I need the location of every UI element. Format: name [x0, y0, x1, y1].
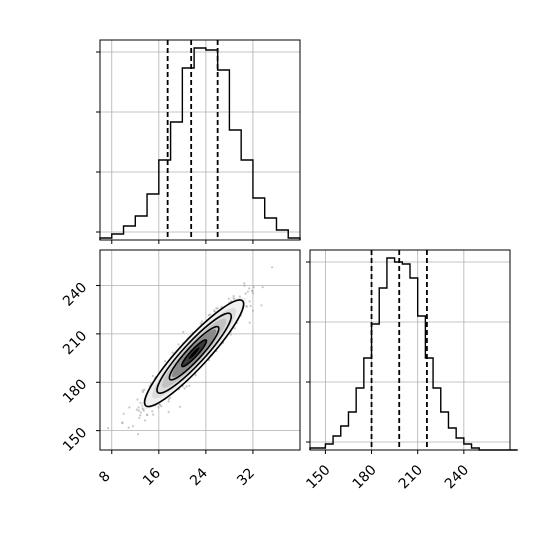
- scatter-point: [171, 351, 174, 354]
- scatter-point: [208, 313, 212, 316]
- scatter-point: [243, 284, 246, 287]
- scatter-density-panel: 8 16 24 32 150 180 210 240: [60, 249, 301, 489]
- scatter-point: [216, 307, 219, 310]
- contour-line: [143, 299, 245, 408]
- scatter-point: [251, 309, 255, 312]
- contour-line: [168, 325, 220, 381]
- scatter-point: [244, 292, 247, 295]
- scatter-point: [182, 330, 185, 334]
- scatter-point: [260, 304, 263, 307]
- scatter-point: [177, 343, 180, 346]
- contour-line: [180, 339, 208, 368]
- density-level: [188, 347, 200, 360]
- scatter-point: [261, 286, 264, 289]
- scatter-point: [227, 297, 230, 300]
- scatter-xtick-label: 32: [234, 465, 258, 489]
- scatter-point: [167, 410, 170, 413]
- scatter-point: [251, 289, 254, 293]
- scatter-point: [232, 295, 235, 298]
- histogram-x-panel: [96, 39, 301, 244]
- scatter-point: [248, 300, 251, 303]
- scatter-point: [142, 409, 145, 412]
- scatter-point: [233, 327, 236, 330]
- scatter-point: [136, 398, 139, 401]
- scatter-point: [169, 396, 172, 399]
- scatter-ytick-label: 210: [60, 328, 90, 358]
- scatter-point: [232, 297, 235, 300]
- scatter-point: [135, 408, 138, 411]
- scatter-point: [238, 295, 241, 298]
- scatter-point: [127, 426, 130, 429]
- scatter-point: [138, 416, 141, 419]
- scatter-point: [160, 405, 163, 408]
- scatter-point: [243, 282, 246, 285]
- scatter-xtick-label: 24: [187, 465, 211, 489]
- scatter-point: [151, 410, 154, 413]
- scatter-point: [246, 290, 249, 293]
- scatter-point: [188, 384, 191, 387]
- scatter-point: [252, 286, 255, 289]
- scatter-point: [151, 374, 154, 377]
- scatter-point: [252, 292, 255, 295]
- hist-y-xtick-label: 180: [350, 462, 380, 492]
- hist-y-xtick-label: 150: [303, 462, 333, 492]
- scatter-point: [139, 401, 142, 404]
- scatter-ytick-label: 180: [60, 376, 90, 406]
- scatter-point: [137, 409, 140, 412]
- scatter-xtick-label: 16: [140, 465, 164, 489]
- scatter-point: [131, 425, 134, 428]
- scatter-point: [157, 406, 160, 409]
- scatter-point: [248, 321, 251, 324]
- scatter-point: [248, 287, 251, 290]
- scatter-point: [178, 405, 181, 408]
- histogram-y-frame: [309, 249, 511, 451]
- hist-y-xtick-label: 240: [442, 462, 472, 492]
- scatter-point: [185, 385, 188, 388]
- scatter-point: [137, 406, 140, 409]
- histogram-x-frame: [99, 39, 301, 241]
- scatter-point: [183, 387, 186, 390]
- scatter-point: [229, 333, 232, 336]
- scatter-point: [167, 400, 170, 403]
- scatter-frame: [99, 249, 301, 451]
- scatter-point: [141, 389, 144, 392]
- scatter-point: [220, 305, 223, 308]
- contour-line: [156, 312, 233, 395]
- scatter-ytick-label: 240: [60, 280, 90, 310]
- scatter-xtick-label: 8: [96, 468, 114, 486]
- scatter-point: [122, 412, 125, 415]
- scatter-ytick-label: 150: [60, 425, 90, 455]
- scatter-point: [164, 360, 167, 363]
- histogram-y-steps: [309, 257, 518, 451]
- scatter-point: [152, 413, 155, 416]
- scatter-point: [249, 304, 252, 308]
- scatter-point: [139, 411, 142, 414]
- scatter-point: [145, 413, 149, 416]
- scatter-point: [128, 406, 131, 409]
- scatter-point: [137, 433, 140, 436]
- scatter-point: [143, 419, 147, 422]
- scatter-point: [213, 310, 216, 313]
- scatter-point: [143, 388, 146, 391]
- scatter-point: [121, 421, 124, 425]
- scatter-point: [271, 266, 274, 269]
- scatter-point: [200, 320, 203, 323]
- scatter-point: [194, 374, 197, 377]
- scatter-point: [107, 427, 110, 430]
- scatter-point: [199, 322, 202, 325]
- scatter-point: [167, 398, 170, 401]
- hist-y-xtick-label: 210: [396, 462, 426, 492]
- scatter-point: [139, 414, 142, 417]
- histogram-x-steps: [99, 47, 301, 240]
- histogram-y-panel: 150 180 210 240: [303, 249, 518, 492]
- scatter-point: [245, 305, 248, 308]
